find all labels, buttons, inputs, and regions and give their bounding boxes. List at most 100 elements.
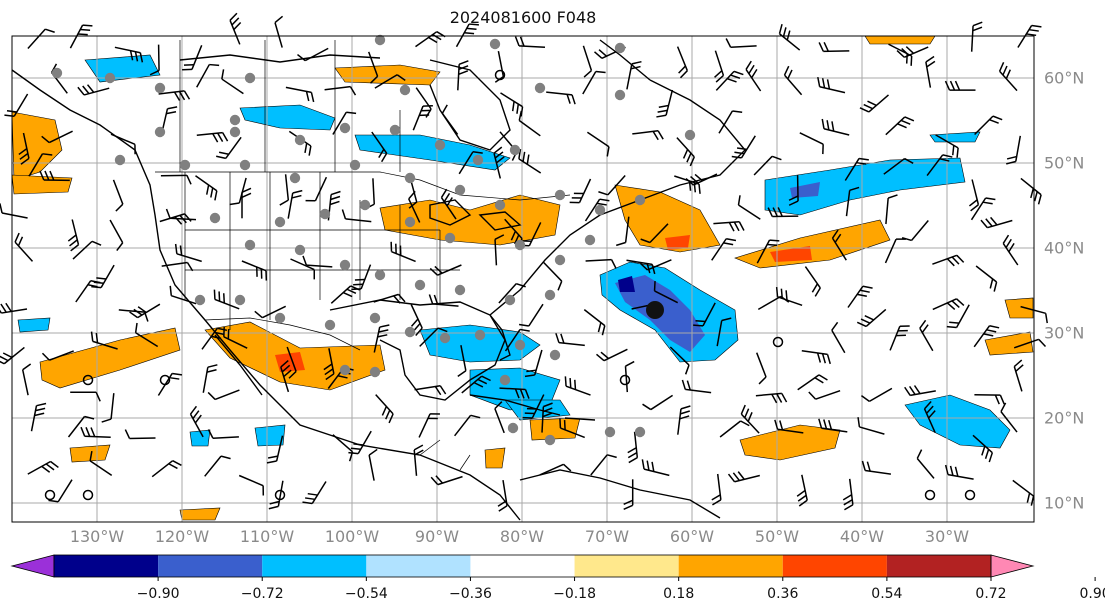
station-dot	[454, 184, 466, 196]
wind-barb	[50, 63, 68, 94]
pos-area-mexico-core	[275, 352, 305, 372]
wind-barb	[221, 69, 244, 95]
wind-barb	[274, 15, 284, 48]
wind-barb	[229, 177, 247, 206]
wind-barb	[419, 327, 448, 347]
wind-barb	[368, 448, 378, 481]
wind-barb	[129, 303, 161, 319]
pos-area-tropic2	[529, 417, 581, 441]
wind-barb	[504, 328, 530, 352]
station-dot	[614, 89, 626, 101]
wind-barb	[494, 234, 505, 266]
station-dot	[154, 82, 166, 94]
station-dot	[209, 212, 221, 224]
wind-barb	[457, 345, 467, 377]
station-dot	[534, 82, 546, 94]
wind-barb	[901, 220, 929, 242]
wind-barb	[149, 44, 160, 76]
wind-barb	[415, 87, 432, 118]
station-dot	[584, 234, 596, 246]
wind-barb	[831, 321, 846, 354]
wind-barb	[408, 190, 421, 223]
wind-barb	[861, 460, 892, 475]
wind-barb	[685, 173, 718, 186]
neg-area-hurricane-eye	[618, 276, 635, 292]
wind-barb	[18, 132, 30, 165]
wind-barb	[157, 372, 183, 396]
wind-barb	[207, 429, 239, 440]
wind-barb	[458, 151, 483, 175]
wind-barb	[681, 379, 712, 394]
wind-barb	[740, 404, 760, 434]
wind-barb	[39, 170, 70, 182]
wind-barb	[374, 74, 406, 89]
calm-circle	[82, 374, 94, 386]
wind-barb	[514, 36, 546, 48]
wind-barb	[229, 12, 242, 45]
wind-barb	[196, 131, 229, 143]
station-dot	[472, 154, 484, 166]
neg-area-hudson	[354, 134, 511, 171]
wind-barb	[885, 116, 915, 136]
wind-barb	[373, 293, 406, 304]
wind-barb	[159, 213, 192, 225]
neg-area-canada	[239, 104, 336, 131]
wind-barb	[653, 281, 679, 304]
wind-barb	[624, 360, 635, 393]
colorbar-upper-extend	[990, 554, 1035, 578]
wind-barb	[441, 104, 459, 135]
wind-barb	[279, 174, 290, 206]
lon-label: 40°W	[839, 527, 885, 546]
wind-barb	[165, 208, 197, 221]
station-dot	[339, 259, 351, 271]
wind-barb	[297, 47, 329, 62]
station-dot	[244, 239, 256, 251]
station-dot	[544, 434, 556, 446]
wind-barb	[974, 393, 1005, 405]
wind-barb	[518, 303, 544, 327]
wind-barb	[783, 65, 803, 96]
wind-barb	[268, 480, 284, 510]
lat-label: 60°N	[1044, 68, 1085, 88]
colorbar-segment	[470, 555, 575, 577]
wind-barb	[67, 415, 95, 438]
station-dot	[489, 38, 501, 50]
wind-barb	[975, 265, 998, 292]
station-dot	[104, 72, 116, 84]
lon-label: 110°W	[239, 527, 295, 546]
wind-barb	[90, 331, 118, 350]
wind-barb	[970, 21, 983, 52]
pos-area-east2	[1004, 297, 1034, 319]
wind-barb	[518, 110, 541, 137]
wind-barb	[21, 363, 32, 396]
wind-barb	[884, 238, 906, 264]
wind-barb	[676, 46, 689, 79]
station-dot	[454, 284, 466, 296]
wind-barb	[817, 76, 846, 94]
wind-barb	[944, 464, 974, 480]
wind-barb	[1013, 338, 1047, 349]
wind-barb	[124, 429, 156, 440]
calm-circle	[964, 489, 976, 501]
pos-area-mid	[484, 447, 506, 469]
coast-gulf	[329, 299, 506, 401]
wind-barb	[1013, 359, 1024, 392]
wind-barb	[932, 298, 965, 311]
hurricane-center-dot	[646, 301, 664, 319]
wind-barb	[500, 92, 524, 117]
pos-area-atlantic-core	[665, 235, 690, 250]
wind-barb	[254, 305, 287, 319]
calm-circle	[924, 489, 936, 501]
wind-barb	[973, 325, 1000, 348]
station-dot	[294, 134, 306, 146]
wind-barb	[75, 279, 101, 303]
coast-arctic	[179, 54, 381, 63]
wind-barb	[796, 474, 808, 507]
wind-barb	[223, 326, 248, 349]
lon-label: 30°W	[924, 527, 970, 546]
wind-barb	[818, 42, 850, 53]
wind-barb	[195, 175, 218, 201]
wind-barb	[161, 261, 194, 272]
station-dot	[554, 254, 566, 266]
colorbar-tick-label: 0.72	[975, 586, 1007, 602]
